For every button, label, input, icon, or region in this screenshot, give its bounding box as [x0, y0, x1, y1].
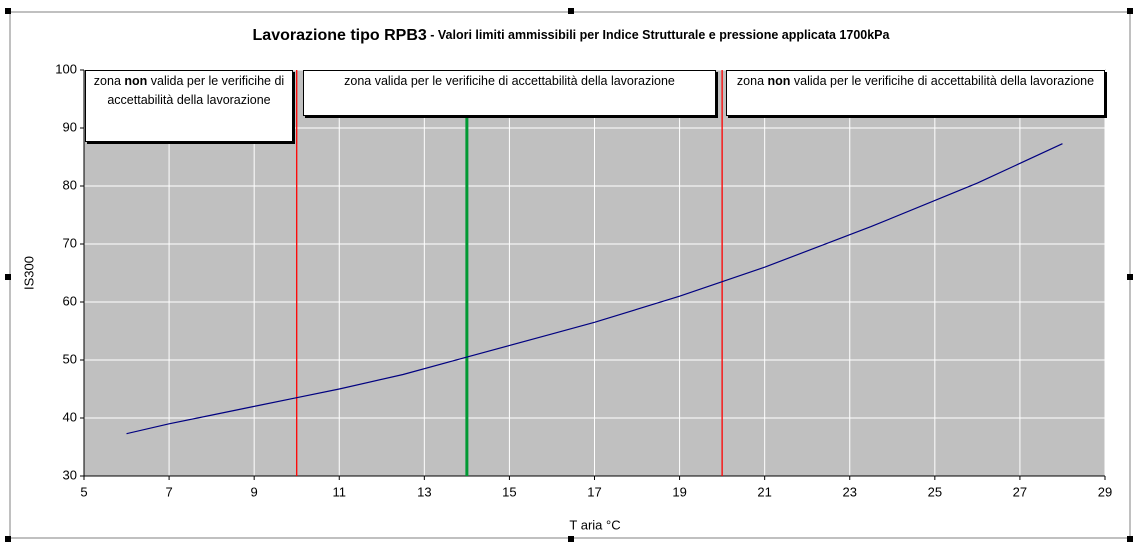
- annotation-text: zona: [93, 74, 125, 88]
- annotation-text: valida per le verificihe di accettabilit…: [107, 74, 285, 107]
- annotation-text: non: [767, 74, 791, 88]
- y-axis-label: IS300: [21, 256, 36, 290]
- annotation-text: valida per le verificihe di accettabilit…: [790, 74, 1095, 88]
- annotation-text: zona: [736, 74, 768, 88]
- annotation-text: zona valida per le verificihe di accetta…: [344, 74, 675, 88]
- y-tick-label: 60: [63, 293, 77, 308]
- x-tick-label: 5: [80, 484, 87, 499]
- y-tick-label: 100: [55, 61, 77, 76]
- x-tick-label: 17: [587, 484, 601, 499]
- x-axis-label: T aria °C: [569, 517, 620, 532]
- title: Lavorazione tipo RPB3: [253, 27, 427, 44]
- x-tick-label: 27: [1013, 484, 1027, 499]
- data-line: [126, 143, 1063, 435]
- x-tick-label: 9: [251, 484, 258, 499]
- annotation: zona non valida per le verificihe di acc…: [85, 70, 293, 142]
- annotation: zona valida per le verificihe di accetta…: [303, 70, 716, 116]
- annotation: zona non valida per le verificihe di acc…: [726, 70, 1105, 116]
- selection-handles: [5, 8, 1133, 542]
- annotation-text: non: [124, 74, 148, 88]
- x-tick-label: 11: [333, 484, 347, 499]
- subtitle: - Valori limiti ammissibili per Indice S…: [427, 28, 891, 42]
- y-tick-label: 80: [63, 177, 77, 192]
- y-tick-label: 50: [63, 351, 77, 366]
- chart-title: Lavorazione tipo RPB3 - Valori limiti am…: [253, 27, 891, 44]
- x-tick-label: 21: [757, 484, 771, 499]
- y-tick-label: 70: [63, 235, 77, 250]
- x-tick-label: 25: [928, 484, 942, 499]
- y-tick-label: 30: [63, 467, 77, 482]
- x-tick-label: 13: [417, 484, 431, 499]
- x-tick-label: 15: [502, 484, 516, 499]
- x-tick-label: 29: [1098, 484, 1112, 499]
- y-tick-label: 90: [63, 119, 77, 134]
- x-tick-label: 23: [843, 484, 857, 499]
- x-tick-label: 19: [672, 484, 686, 499]
- x-tick-label: 7: [165, 484, 172, 499]
- y-tick-label: 40: [63, 409, 77, 424]
